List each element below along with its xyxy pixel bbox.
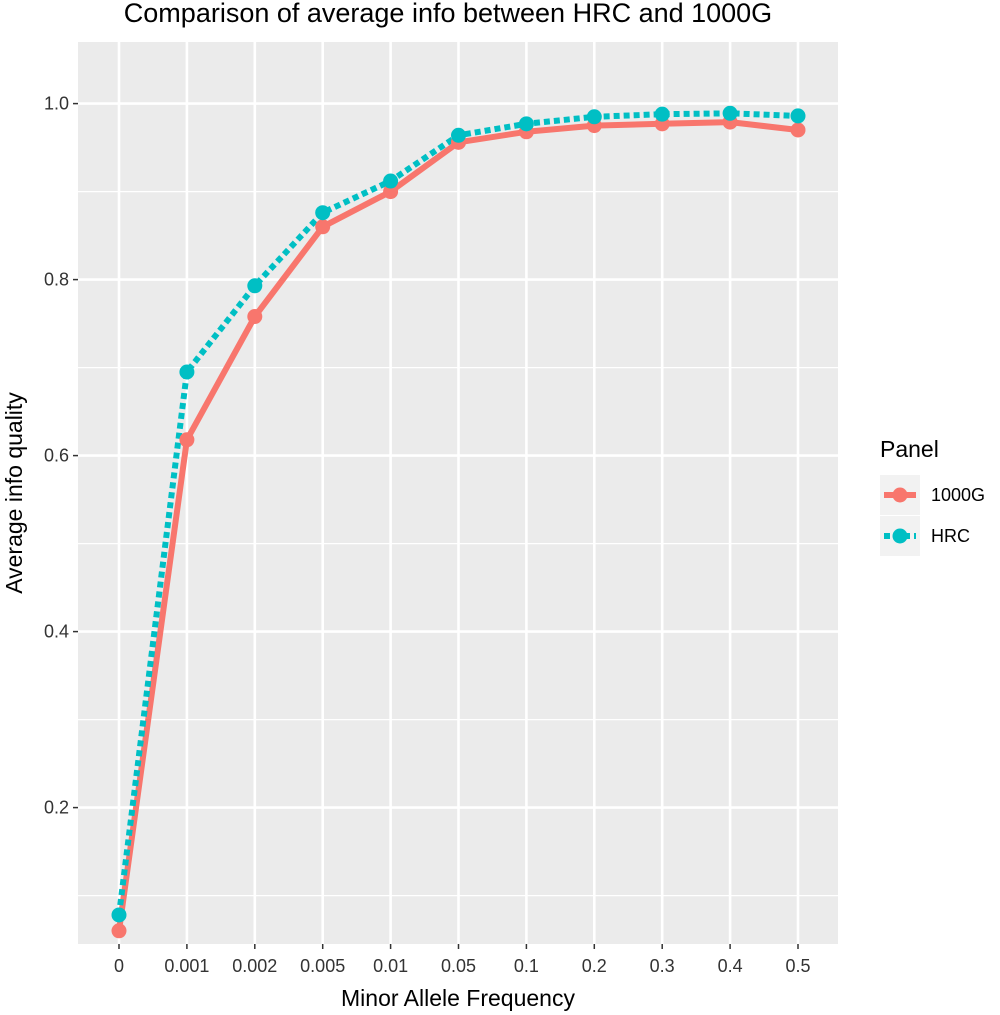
x-tick-label: 0.05: [441, 956, 476, 976]
data-point-hrc: [383, 173, 399, 189]
data-point-hrc: [247, 278, 263, 294]
x-tick-label: 0.005: [300, 956, 345, 976]
series-points: [111, 105, 806, 939]
y-tick-label: 0.4: [44, 622, 69, 642]
x-tick-label: 0.3: [650, 956, 675, 976]
data-point-1000g: [247, 309, 263, 325]
y-axis-title: Average info quality: [1, 392, 27, 594]
data-point-hrc: [111, 907, 127, 923]
x-tick-label: 0.1: [514, 956, 539, 976]
data-point-1000g: [383, 184, 399, 200]
y-tick-label: 0.2: [44, 798, 69, 818]
legend-key-point: [892, 528, 908, 544]
x-axis-title: Minor Allele Frequency: [341, 985, 575, 1011]
data-point-hrc: [654, 106, 670, 122]
x-tick-label: 0: [114, 956, 124, 976]
grid-lines: [78, 42, 838, 944]
chart-title: Comparison of average info between HRC a…: [124, 0, 772, 28]
legend-title: Panel: [880, 436, 939, 462]
x-tick-label: 0.002: [232, 956, 277, 976]
data-point-1000g: [315, 219, 331, 235]
data-point-1000g: [790, 122, 806, 138]
x-tick-label: 0.001: [164, 956, 209, 976]
y-tick-label: 0.8: [44, 270, 69, 290]
y-axis: 0.2 0.4 0.6 0.8 1.0: [44, 94, 78, 818]
x-tick-label: 0.01: [373, 956, 408, 976]
legend-key-point: [892, 487, 908, 503]
y-tick-label: 1.0: [44, 94, 69, 114]
x-tick-label: 0.2: [582, 956, 607, 976]
data-point-1000g: [111, 923, 127, 939]
y-tick-label: 0.6: [44, 446, 69, 466]
data-point-hrc: [518, 116, 534, 132]
x-tick-label: 0.5: [785, 956, 810, 976]
legend-label-1000g: 1000G: [931, 485, 985, 505]
data-point-hrc: [790, 108, 806, 124]
legend-label-hrc: HRC: [931, 526, 970, 546]
legend: Panel 1000G HRC: [880, 436, 985, 556]
data-point-1000g: [179, 432, 195, 448]
data-point-hrc: [722, 105, 738, 121]
data-point-hrc: [179, 364, 195, 380]
x-tick-label: 0.4: [718, 956, 743, 976]
x-axis: 0 0.001 0.002 0.005 0.01 0.05 0.1 0.2 0.3 0.4 0.5: [114, 944, 811, 976]
data-point-hrc: [315, 205, 331, 221]
data-point-hrc: [451, 127, 466, 143]
data-point-hrc: [586, 109, 602, 125]
